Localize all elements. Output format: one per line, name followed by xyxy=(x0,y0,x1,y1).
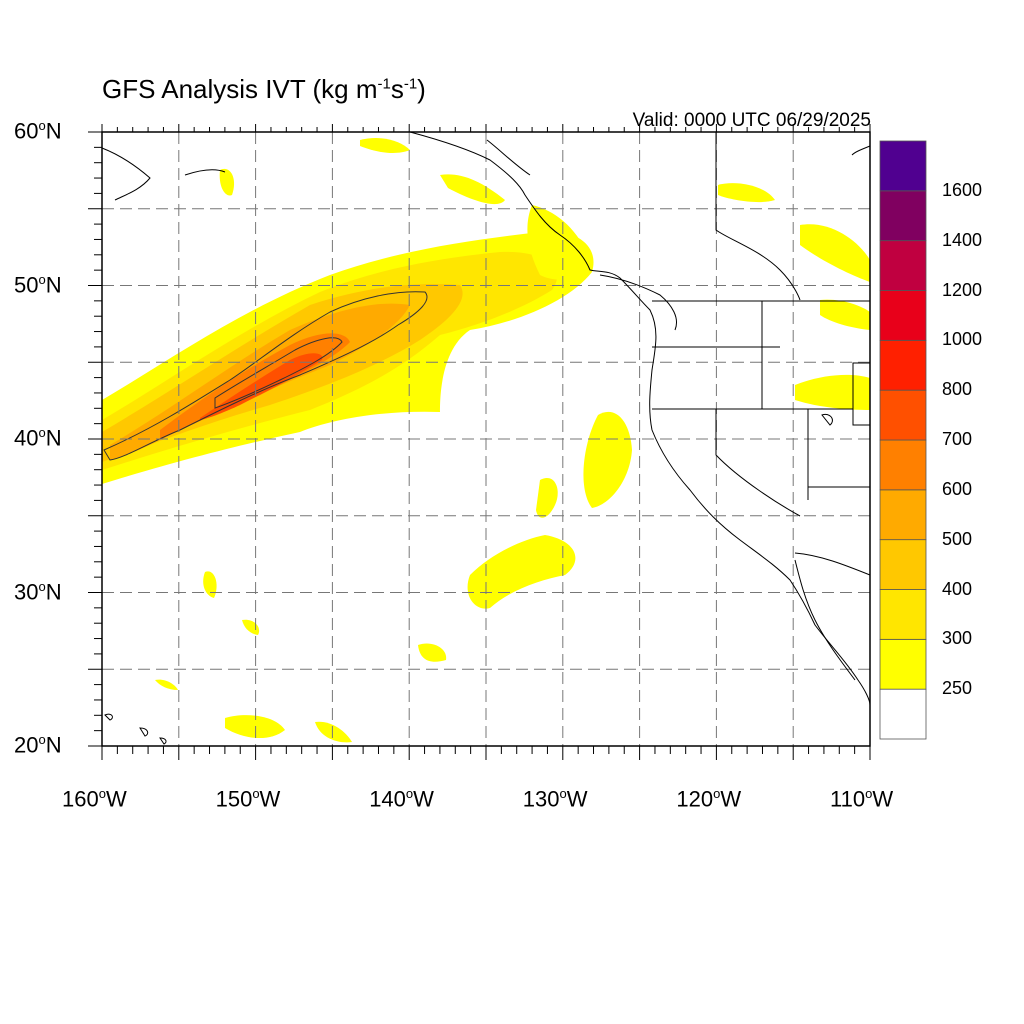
colorbar-label: 400 xyxy=(942,578,973,599)
coastline xyxy=(715,132,801,301)
coastline xyxy=(851,145,871,156)
ivt-region xyxy=(820,299,870,330)
ivt-region xyxy=(219,168,235,196)
coastline xyxy=(486,139,531,176)
ivt-region xyxy=(718,183,775,203)
colorbar-swatch xyxy=(879,439,927,491)
lon-label: 110oW xyxy=(830,786,894,812)
ivt-region xyxy=(242,619,260,635)
valid-time: Valid: 0000 UTC 06/29/2025 xyxy=(632,110,871,131)
coastline xyxy=(409,131,871,706)
ivt-region xyxy=(583,411,632,508)
lon-label: 150oW xyxy=(215,786,281,812)
coastline xyxy=(184,169,226,176)
colorbar-swatch xyxy=(879,589,927,640)
colorbar-swatch xyxy=(879,489,927,541)
colorbar-swatch xyxy=(879,389,927,441)
colorbar xyxy=(879,140,927,740)
colorbar-swatch xyxy=(879,190,927,242)
lat-label: 40oN xyxy=(14,425,62,451)
colorbar-swatch xyxy=(879,638,927,690)
ivt-region xyxy=(203,571,217,598)
colorbar-swatch xyxy=(879,240,927,291)
ivt-region xyxy=(200,353,323,420)
ivt-region xyxy=(315,721,352,743)
colorbar-label: 300 xyxy=(942,628,973,649)
coastline xyxy=(101,147,151,201)
colorbar-swatch xyxy=(879,290,927,341)
ivt-contour xyxy=(103,291,428,461)
ivt-region xyxy=(800,224,870,282)
coastline xyxy=(139,727,149,737)
colorbar-label: 1600 xyxy=(942,179,983,200)
coastline xyxy=(599,274,677,331)
ivt-contour xyxy=(214,337,343,409)
coastlines-and-borders xyxy=(101,131,871,745)
lon-label: 140oW xyxy=(369,786,434,812)
lat-label: 60oN xyxy=(14,118,62,144)
graticule xyxy=(102,132,870,746)
coastline xyxy=(821,413,833,426)
colorbar-label: 600 xyxy=(942,478,973,499)
colorbar-label: 1000 xyxy=(942,329,983,350)
ivt-region xyxy=(536,478,558,518)
coastline xyxy=(794,552,871,576)
coastline xyxy=(104,713,113,721)
lat-label: 30oN xyxy=(14,578,62,604)
ivt-region xyxy=(225,715,285,739)
lon-label: 160oW xyxy=(62,786,127,812)
ivt-region xyxy=(360,138,410,153)
lat-label: 50oN xyxy=(14,271,62,297)
colorbar-label: 800 xyxy=(942,379,973,400)
colorbar-label: 700 xyxy=(942,429,973,449)
lon-label: 120oW xyxy=(676,786,742,812)
colorbar-swatch xyxy=(879,688,927,740)
ivt-region xyxy=(440,174,505,205)
colorbar-swatch xyxy=(879,539,927,590)
ivt-region xyxy=(527,205,590,280)
colorbar-label: 250 xyxy=(942,678,973,699)
ivt-region xyxy=(418,643,447,662)
colorbar-label: 1400 xyxy=(942,229,983,250)
colorbar-swatch xyxy=(879,339,927,391)
map-title: GFS Analysis IVT (kg m-1s-1) xyxy=(102,74,426,104)
ivt-region xyxy=(155,679,178,690)
colorbar-label: 1200 xyxy=(942,279,983,300)
ivt-region xyxy=(467,535,576,609)
ivt-shading xyxy=(102,138,870,743)
coastline xyxy=(794,559,856,681)
colorbar-label: 500 xyxy=(942,528,973,549)
colorbar-swatch xyxy=(879,140,927,192)
coastline xyxy=(715,409,801,517)
lon-label: 130oW xyxy=(522,786,588,812)
axis-ticks xyxy=(88,124,871,760)
coastline xyxy=(159,737,167,745)
ivt-region xyxy=(795,374,870,410)
lat-label: 20oN xyxy=(14,732,62,758)
